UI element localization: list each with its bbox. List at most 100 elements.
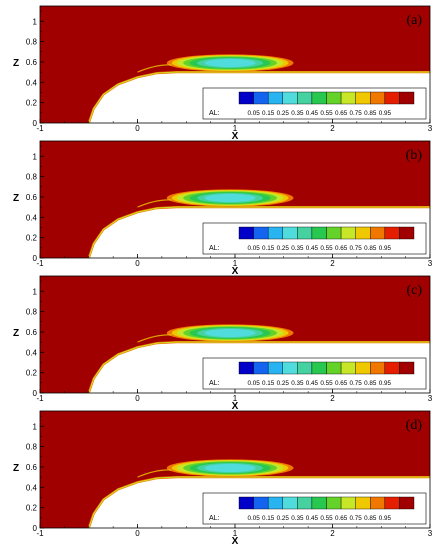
legend-value: 0.75 bbox=[350, 110, 363, 117]
y-tick-label: 0.4 bbox=[26, 213, 38, 222]
x-tick-label: 3 bbox=[428, 529, 433, 538]
y-tick-label: 0.8 bbox=[26, 308, 38, 317]
y-tick-label: 0.8 bbox=[26, 443, 38, 452]
legend-value: 0.05 bbox=[247, 515, 260, 522]
x-tick-label: -1 bbox=[36, 529, 44, 538]
y-tick-label: 0.8 bbox=[26, 38, 38, 47]
legend-value: 0.65 bbox=[335, 515, 348, 522]
legend-swatch bbox=[340, 496, 356, 510]
legend-value: 0.15 bbox=[262, 110, 275, 117]
y-tick-label: 0.6 bbox=[26, 193, 38, 202]
legend-swatch bbox=[238, 226, 254, 240]
legend-title: AL: bbox=[209, 515, 220, 522]
y-tick-label: 1 bbox=[33, 422, 38, 431]
legend-title: AL: bbox=[209, 110, 220, 117]
legend-value: 0.25 bbox=[277, 110, 290, 117]
legend-swatch bbox=[340, 91, 356, 105]
x-tick-label: -1 bbox=[36, 394, 44, 403]
legend-swatch bbox=[253, 91, 269, 105]
cavity-contour-6 bbox=[204, 58, 256, 68]
legend-value: 0.05 bbox=[247, 245, 260, 252]
legend-value: 0.95 bbox=[379, 380, 392, 387]
legend-value: 0.15 bbox=[262, 380, 275, 387]
y-tick-label: 0.4 bbox=[26, 483, 38, 492]
x-tick-label: 0 bbox=[135, 394, 140, 403]
legend-swatch bbox=[297, 496, 313, 510]
panel-label: (d) bbox=[406, 418, 423, 433]
y-tick-label: 0.6 bbox=[26, 58, 38, 67]
legend-value: 0.15 bbox=[262, 515, 275, 522]
legend-value: 0.95 bbox=[379, 245, 392, 252]
legend-swatch bbox=[399, 361, 415, 375]
legend-swatch bbox=[267, 226, 283, 240]
legend-swatch bbox=[326, 496, 342, 510]
x-tick-label: 3 bbox=[428, 259, 433, 268]
legend-value: 0.55 bbox=[320, 380, 333, 387]
y-tick-label: 0.6 bbox=[26, 463, 38, 472]
y-tick-label: 0 bbox=[33, 389, 38, 398]
y-axis-label: Z bbox=[13, 463, 19, 474]
legend-swatch bbox=[355, 496, 371, 510]
legend-swatch bbox=[399, 226, 415, 240]
legend-swatch bbox=[282, 226, 298, 240]
y-axis-label: Z bbox=[13, 193, 19, 204]
legend-swatch bbox=[370, 91, 386, 105]
legend-value: 0.35 bbox=[291, 515, 304, 522]
legend-title: AL: bbox=[209, 380, 220, 387]
y-tick-label: 0 bbox=[33, 524, 38, 533]
legend-swatch bbox=[267, 91, 283, 105]
x-tick-label: 2 bbox=[330, 394, 335, 403]
legend-swatch bbox=[253, 226, 269, 240]
legend-value: 0.55 bbox=[320, 110, 333, 117]
legend-value: 0.45 bbox=[306, 380, 319, 387]
legend-title: AL: bbox=[209, 245, 220, 252]
legend-swatch bbox=[384, 496, 400, 510]
legend-value: 0.65 bbox=[335, 110, 348, 117]
legend-value: 0.15 bbox=[262, 245, 275, 252]
legend-value: 0.35 bbox=[291, 245, 304, 252]
legend-value: 0.45 bbox=[306, 245, 319, 252]
legend-swatch bbox=[355, 91, 371, 105]
x-tick-label: 1 bbox=[233, 259, 238, 268]
legend-value: 0.85 bbox=[364, 245, 377, 252]
legend-swatch bbox=[326, 226, 342, 240]
legend-value: 0.45 bbox=[306, 110, 319, 117]
x-axis-label: X bbox=[232, 536, 239, 547]
legend-swatch bbox=[253, 361, 269, 375]
panel-label: (c) bbox=[406, 283, 422, 298]
body-interface-inner bbox=[88, 206, 430, 259]
legend-swatch bbox=[311, 91, 327, 105]
legend-swatch bbox=[267, 496, 283, 510]
y-tick-label: 0 bbox=[33, 254, 38, 263]
leading-streak bbox=[137, 64, 172, 73]
cavity-contour-6 bbox=[204, 193, 256, 203]
legend-value: 0.85 bbox=[364, 380, 377, 387]
x-axis-label: X bbox=[232, 131, 239, 142]
legend-swatch bbox=[282, 496, 298, 510]
x-tick-label: 1 bbox=[233, 529, 238, 538]
legend-swatch bbox=[326, 361, 342, 375]
leading-streak bbox=[137, 334, 172, 343]
y-tick-label: 1 bbox=[33, 17, 38, 26]
legend-swatch bbox=[326, 91, 342, 105]
legend-swatch bbox=[297, 226, 313, 240]
legend-value: 0.35 bbox=[291, 110, 304, 117]
legend-value: 0.05 bbox=[247, 110, 260, 117]
legend-swatch bbox=[355, 226, 371, 240]
legend-value: 0.75 bbox=[350, 515, 363, 522]
legend-swatch bbox=[311, 361, 327, 375]
y-axis-label: Z bbox=[13, 58, 19, 69]
legend-swatch bbox=[399, 91, 415, 105]
x-tick-label: 3 bbox=[428, 394, 433, 403]
x-tick-label: 2 bbox=[330, 124, 335, 133]
legend-value: 0.35 bbox=[291, 380, 304, 387]
legend-value: 0.25 bbox=[277, 515, 290, 522]
legend-swatch bbox=[253, 496, 269, 510]
y-tick-label: 0.2 bbox=[26, 99, 38, 108]
x-tick-label: -1 bbox=[36, 259, 44, 268]
legend-swatch bbox=[340, 361, 356, 375]
y-tick-label: 0.2 bbox=[26, 369, 38, 378]
